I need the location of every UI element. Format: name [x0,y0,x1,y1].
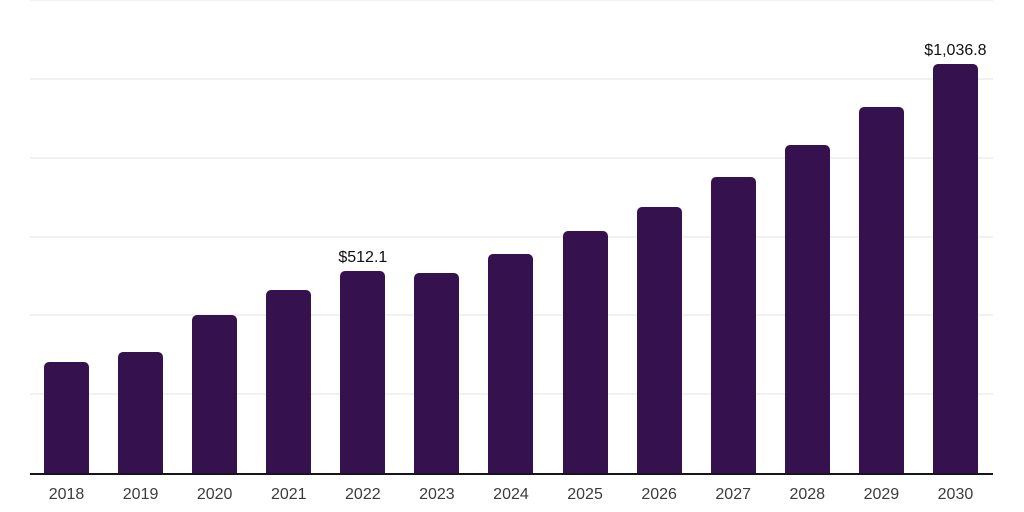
bar-column: 2027 [710,0,756,503]
bar-column: 2023 [414,0,460,503]
x-axis-tick-label: 2020 [196,486,233,503]
bar-column: 2029 [858,0,904,503]
bar [266,290,312,473]
bar-column: 2020 [192,0,238,503]
x-axis-tick-label: 2022 [345,486,381,503]
bar-column: 2026 [636,0,682,503]
bar-column: $512.1 2022 [338,0,388,503]
bar-column: 2019 [118,0,164,503]
x-axis-tick-label: 2021 [270,486,307,503]
x-axis-tick-label: 2030 [937,486,974,503]
bar-column: 2018 [44,0,89,503]
bar-column: 2024 [488,0,534,503]
x-axis-tick-label: 2018 [48,486,85,503]
x-axis-tick-label: 2019 [122,486,159,503]
bar-column: 2028 [784,0,830,503]
bar [414,273,460,473]
x-axis-tick-label: 2024 [493,486,529,503]
bar [784,145,830,473]
bar [118,352,164,473]
bar [192,314,238,473]
bar [488,253,534,473]
bar [710,176,756,473]
plot-area: 2018 2019 2020 2021 $512.1 2022 2023 2024 2025 20… [30,0,993,503]
bar-column: 2021 [266,0,312,503]
bar [44,361,89,473]
x-axis-tick-label: 2029 [863,486,900,503]
x-axis-tick-label: 2023 [419,486,455,503]
bars-layer: 2018 2019 2020 2021 $512.1 2022 2023 2024 2025 20… [30,0,993,503]
bar-column: $1,036.8 2030 [924,0,986,503]
bar [636,206,682,473]
x-axis-tick-label: 2025 [567,486,603,503]
bar [340,271,386,473]
bar-value-label: $512.1 [338,249,388,267]
x-axis-tick-label: 2027 [715,486,751,503]
bar [858,106,904,473]
bar-value-label: $1,036.8 [924,42,987,60]
bar [932,64,978,473]
x-axis-tick-label: 2026 [641,486,677,503]
x-axis-tick-label: 2028 [789,486,826,503]
bar-column: 2025 [562,0,608,503]
bar [562,230,608,473]
